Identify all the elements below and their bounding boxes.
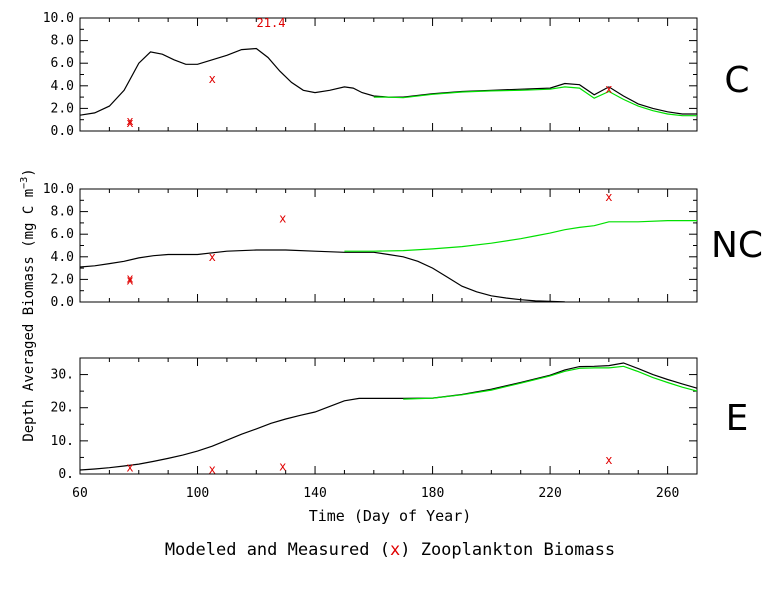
figure-caption: Modeled and Measured (x) Zooplankton Bio… [165,540,615,560]
series-black-line [79,249,565,303]
measured-point-marker: x [126,271,133,285]
measured-point-marker: x [605,82,612,96]
measured-point-marker: x [209,72,216,86]
y-axis-label-exponent: −3 [19,177,30,189]
measured-point-marker: x [126,116,133,130]
measured-point-marker: x [126,460,133,474]
y-tick-label: 10.0 [43,182,74,197]
y-tick-label: 0. [58,467,74,482]
y-tick-label: 0.0 [51,124,74,139]
measured-point-marker: x [209,462,216,476]
y-tick-label: 4.0 [51,250,74,265]
x-tick-label: 180 [421,486,444,501]
series-green-line [373,86,697,117]
off-scale-annotation: 21.4 [257,16,286,30]
x-axis-label: Time (Day of Year) [309,507,472,525]
y-tick-label: 2.0 [51,272,74,287]
measured-point-marker: x [605,453,612,467]
y-tick-label: 0.0 [51,295,74,310]
y-tick-label: 10.0 [43,11,74,26]
series-black-line [79,47,697,116]
caption-measured-marker: x [390,540,400,560]
plot-frame [79,17,698,132]
y-tick-label: 8.0 [51,34,74,49]
y-tick-label: 30. [51,368,74,383]
y-tick-label: 6.0 [51,56,74,71]
measured-point-marker: x [279,459,286,473]
y-axis-label-close: ) [21,168,37,176]
y-tick-label: 4.0 [51,79,74,94]
series-green-line [403,365,698,400]
caption-part-2: ) Zooplankton Biomass [400,540,615,560]
x-tick-label: 60 [72,486,88,501]
chart-panels: 0.0 2.0 4.0 6.0 8.0 10.0 x x x x 21.4 C 0.0 2.0 4.0 6.0… [43,11,763,501]
x-tick-label: 220 [538,486,561,501]
plot-frame [79,188,698,303]
x-tick-label: 100 [186,486,209,501]
y-axis-label: Depth Averaged Biomass (mg C m−3) [19,168,37,441]
x-tick-labels: 60 100 140 180 220 260 [72,486,679,501]
series-black-line [79,362,698,471]
caption-part-1: Modeled and Measured ( [165,540,390,560]
x-tick-label: 140 [303,486,326,501]
measured-point-marker: x [126,274,133,288]
measured-point-marker: x [209,250,216,264]
measured-point-marker: x [605,190,612,204]
plot-frame [79,357,698,475]
y-tick-label: 10. [51,434,74,449]
measured-point-marker: x [126,114,133,128]
y-tick-label: 20. [51,401,74,416]
series-green-line [344,220,697,252]
y-tick-label: 2.0 [51,101,74,116]
measured-point-marker: x [279,211,286,225]
y-tick-label: 6.0 [51,227,74,242]
y-tick-label: 8.0 [51,205,74,220]
panel-e: 0. 10. 20. 30. x x x x E [51,357,749,482]
panel-label: NC [711,225,763,266]
y-axis-label-main: Depth Averaged Biomass (mg C m [21,189,37,442]
x-tick-label: 260 [656,486,679,501]
panel-label: E [726,398,749,439]
panel-label: C [724,60,749,101]
